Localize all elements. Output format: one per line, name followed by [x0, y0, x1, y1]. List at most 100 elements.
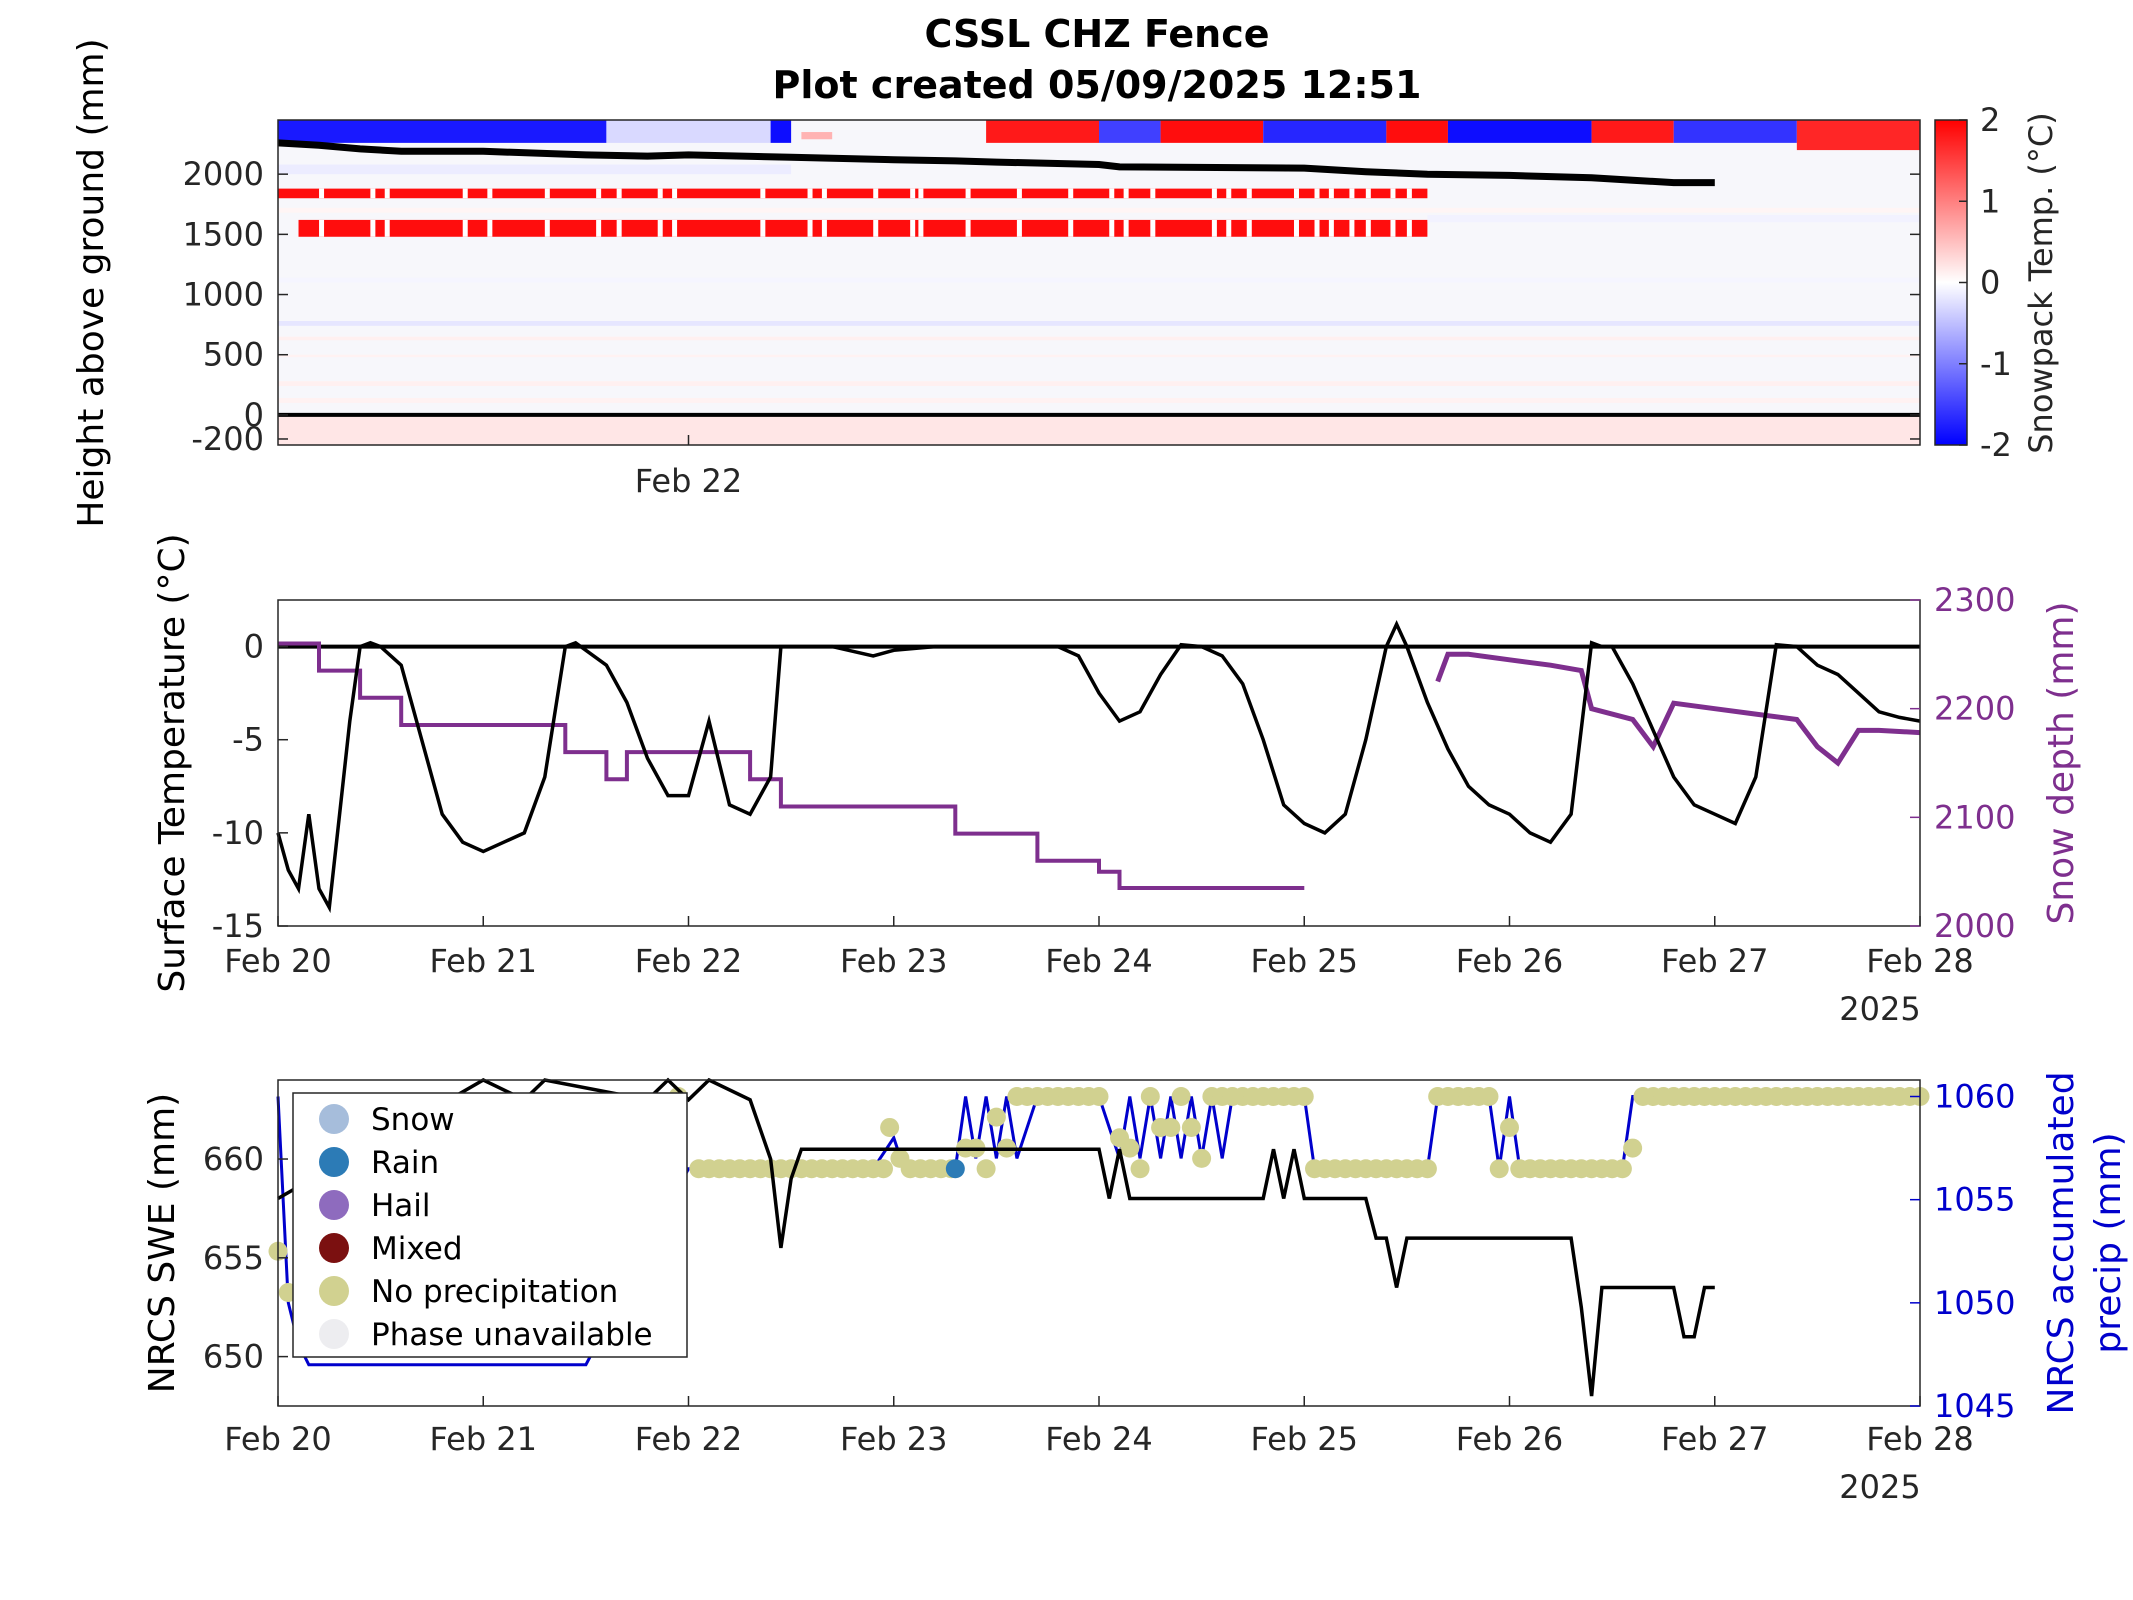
sensor-gap	[918, 219, 924, 237]
sensor-gap	[807, 188, 813, 199]
heatmap-band	[1796, 120, 1920, 151]
surface-y-label: Surface Temperature (°C)	[152, 533, 193, 992]
heatmap-band	[1263, 120, 1387, 143]
sensor-gap	[1349, 219, 1355, 237]
sensor-gap	[1150, 219, 1156, 237]
heatmap-band	[1386, 120, 1448, 143]
legend-marker	[319, 1104, 349, 1134]
sensor-gap	[1349, 188, 1355, 199]
sensor-gap	[1293, 188, 1299, 199]
no-precip-marker	[1612, 1159, 1632, 1179]
sensor-gap	[760, 188, 766, 199]
sensor-gap	[544, 188, 550, 199]
x-tick-label: Feb 28	[1866, 1420, 1974, 1458]
sensor-gap	[1109, 188, 1115, 199]
heatmap-band	[1673, 120, 1797, 143]
snow-surface-line	[277, 139, 1715, 187]
no-precip-marker	[1500, 1117, 1519, 1137]
sensor-gap	[1068, 188, 1074, 199]
legend-marker	[319, 1233, 349, 1263]
y-tick-label: -15	[212, 907, 264, 945]
surface-year-label: 2025	[1839, 990, 1920, 1028]
surface-y-ticks: -15 -10 -5 0	[212, 628, 288, 945]
sensor-gap	[1150, 188, 1156, 199]
sensor-gap	[1211, 219, 1217, 237]
sensor-gap	[1365, 188, 1371, 199]
sensor-gap	[1226, 188, 1232, 199]
no-precip-marker	[986, 1107, 1006, 1127]
y-tick-label: 660	[203, 1140, 264, 1178]
x-tick-label: Feb 23	[840, 1420, 948, 1458]
snowpack-plot-frame	[277, 119, 1921, 446]
sensor-gap	[1016, 219, 1022, 237]
snow-depth-line-2	[1435, 651, 1921, 767]
sensor-gap	[616, 188, 622, 199]
x-tick-label: Feb 22	[635, 942, 743, 980]
snowpack-heatmap-bands	[278, 120, 1920, 445]
sensor-gap	[1390, 219, 1396, 237]
snowpack-y-label: Height above ground (mm)	[71, 38, 112, 527]
y-tick-label: 500	[203, 336, 264, 374]
x-tick-label: Feb 21	[429, 942, 537, 980]
no-precip-marker	[1140, 1087, 1160, 1107]
colorbar-tick-label: -1	[1980, 345, 2012, 383]
heatmap-band	[1160, 120, 1264, 143]
sensor-gap	[596, 219, 602, 237]
legend-marker	[319, 1190, 349, 1220]
no-precip-marker	[1089, 1087, 1109, 1107]
sensor-gap	[1068, 219, 1074, 237]
heatmap-band	[278, 414, 1920, 445]
sensor-gap	[319, 219, 325, 237]
figure-title: CSSL CHZ Fence	[924, 12, 1269, 56]
colorbar-tick-label: 2	[1980, 101, 2000, 139]
rain-marker	[945, 1159, 965, 1179]
legend-box	[292, 1092, 688, 1358]
heatmap-band	[770, 120, 792, 143]
sensor-gap	[616, 219, 622, 237]
sensor-gap	[1390, 188, 1396, 199]
y2-tick-label: 2300	[1934, 581, 2015, 619]
x-tick-label: Feb 27	[1661, 942, 1769, 980]
y-tick-label: 1000	[183, 276, 264, 314]
no-precip-marker	[1192, 1148, 1212, 1168]
sensor-gap	[1365, 219, 1371, 237]
sensor-gap	[1016, 188, 1022, 199]
precip-x-ticks: Feb 20 Feb 21 Feb 22 Feb 23 Feb 24 Feb 25 Feb …	[224, 1396, 1974, 1458]
heatmap-band	[1447, 120, 1592, 143]
y-tick-label: 655	[203, 1239, 264, 1277]
legend-marker	[319, 1276, 349, 1306]
x-tick-label: Feb 25	[1250, 942, 1358, 980]
sensor-gap	[821, 219, 827, 237]
precip-y-label-line2: precip (mm)	[2088, 1132, 2129, 1353]
sensor-gap	[487, 219, 493, 237]
no-precip-marker	[1130, 1159, 1150, 1179]
heatmap-band	[278, 381, 1920, 387]
sensor-gap	[596, 188, 602, 199]
heatmap-band	[1591, 120, 1674, 143]
no-precip-marker	[1161, 1117, 1181, 1137]
no-precip-marker	[1120, 1138, 1140, 1158]
precip-legend: Snow Rain Hail Mixed No precipitation Phase u…	[292, 1092, 688, 1358]
y-tick-label: -200	[191, 420, 264, 458]
no-precip-marker	[1417, 1159, 1437, 1179]
x-tick-label: Feb 20	[224, 1420, 332, 1458]
y2-tick-label: 1055	[1934, 1181, 2015, 1219]
sensor-gap	[1293, 219, 1299, 237]
no-precip-marker	[880, 1117, 900, 1137]
heatmap-band	[986, 120, 1099, 143]
snowpack-x-ticks: Feb 22	[635, 435, 742, 500]
heatmap-band	[801, 132, 833, 140]
sensor-gap	[672, 188, 678, 199]
heatmap-band	[1099, 120, 1161, 143]
y-tick-label: 0	[244, 628, 264, 666]
colorbar-label: Snowpack Temp. (°C)	[2022, 112, 2060, 454]
sensor-gap	[672, 219, 678, 237]
surface-temp-line	[276, 620, 1921, 914]
x-tick-label: Feb 20	[224, 942, 332, 980]
x-tick-label: Feb 28	[1866, 942, 1974, 980]
heatmap-band	[1427, 215, 1920, 223]
heatmap-band	[298, 219, 1428, 237]
no-precip-marker	[1181, 1117, 1201, 1137]
sensor-gap	[821, 188, 827, 199]
